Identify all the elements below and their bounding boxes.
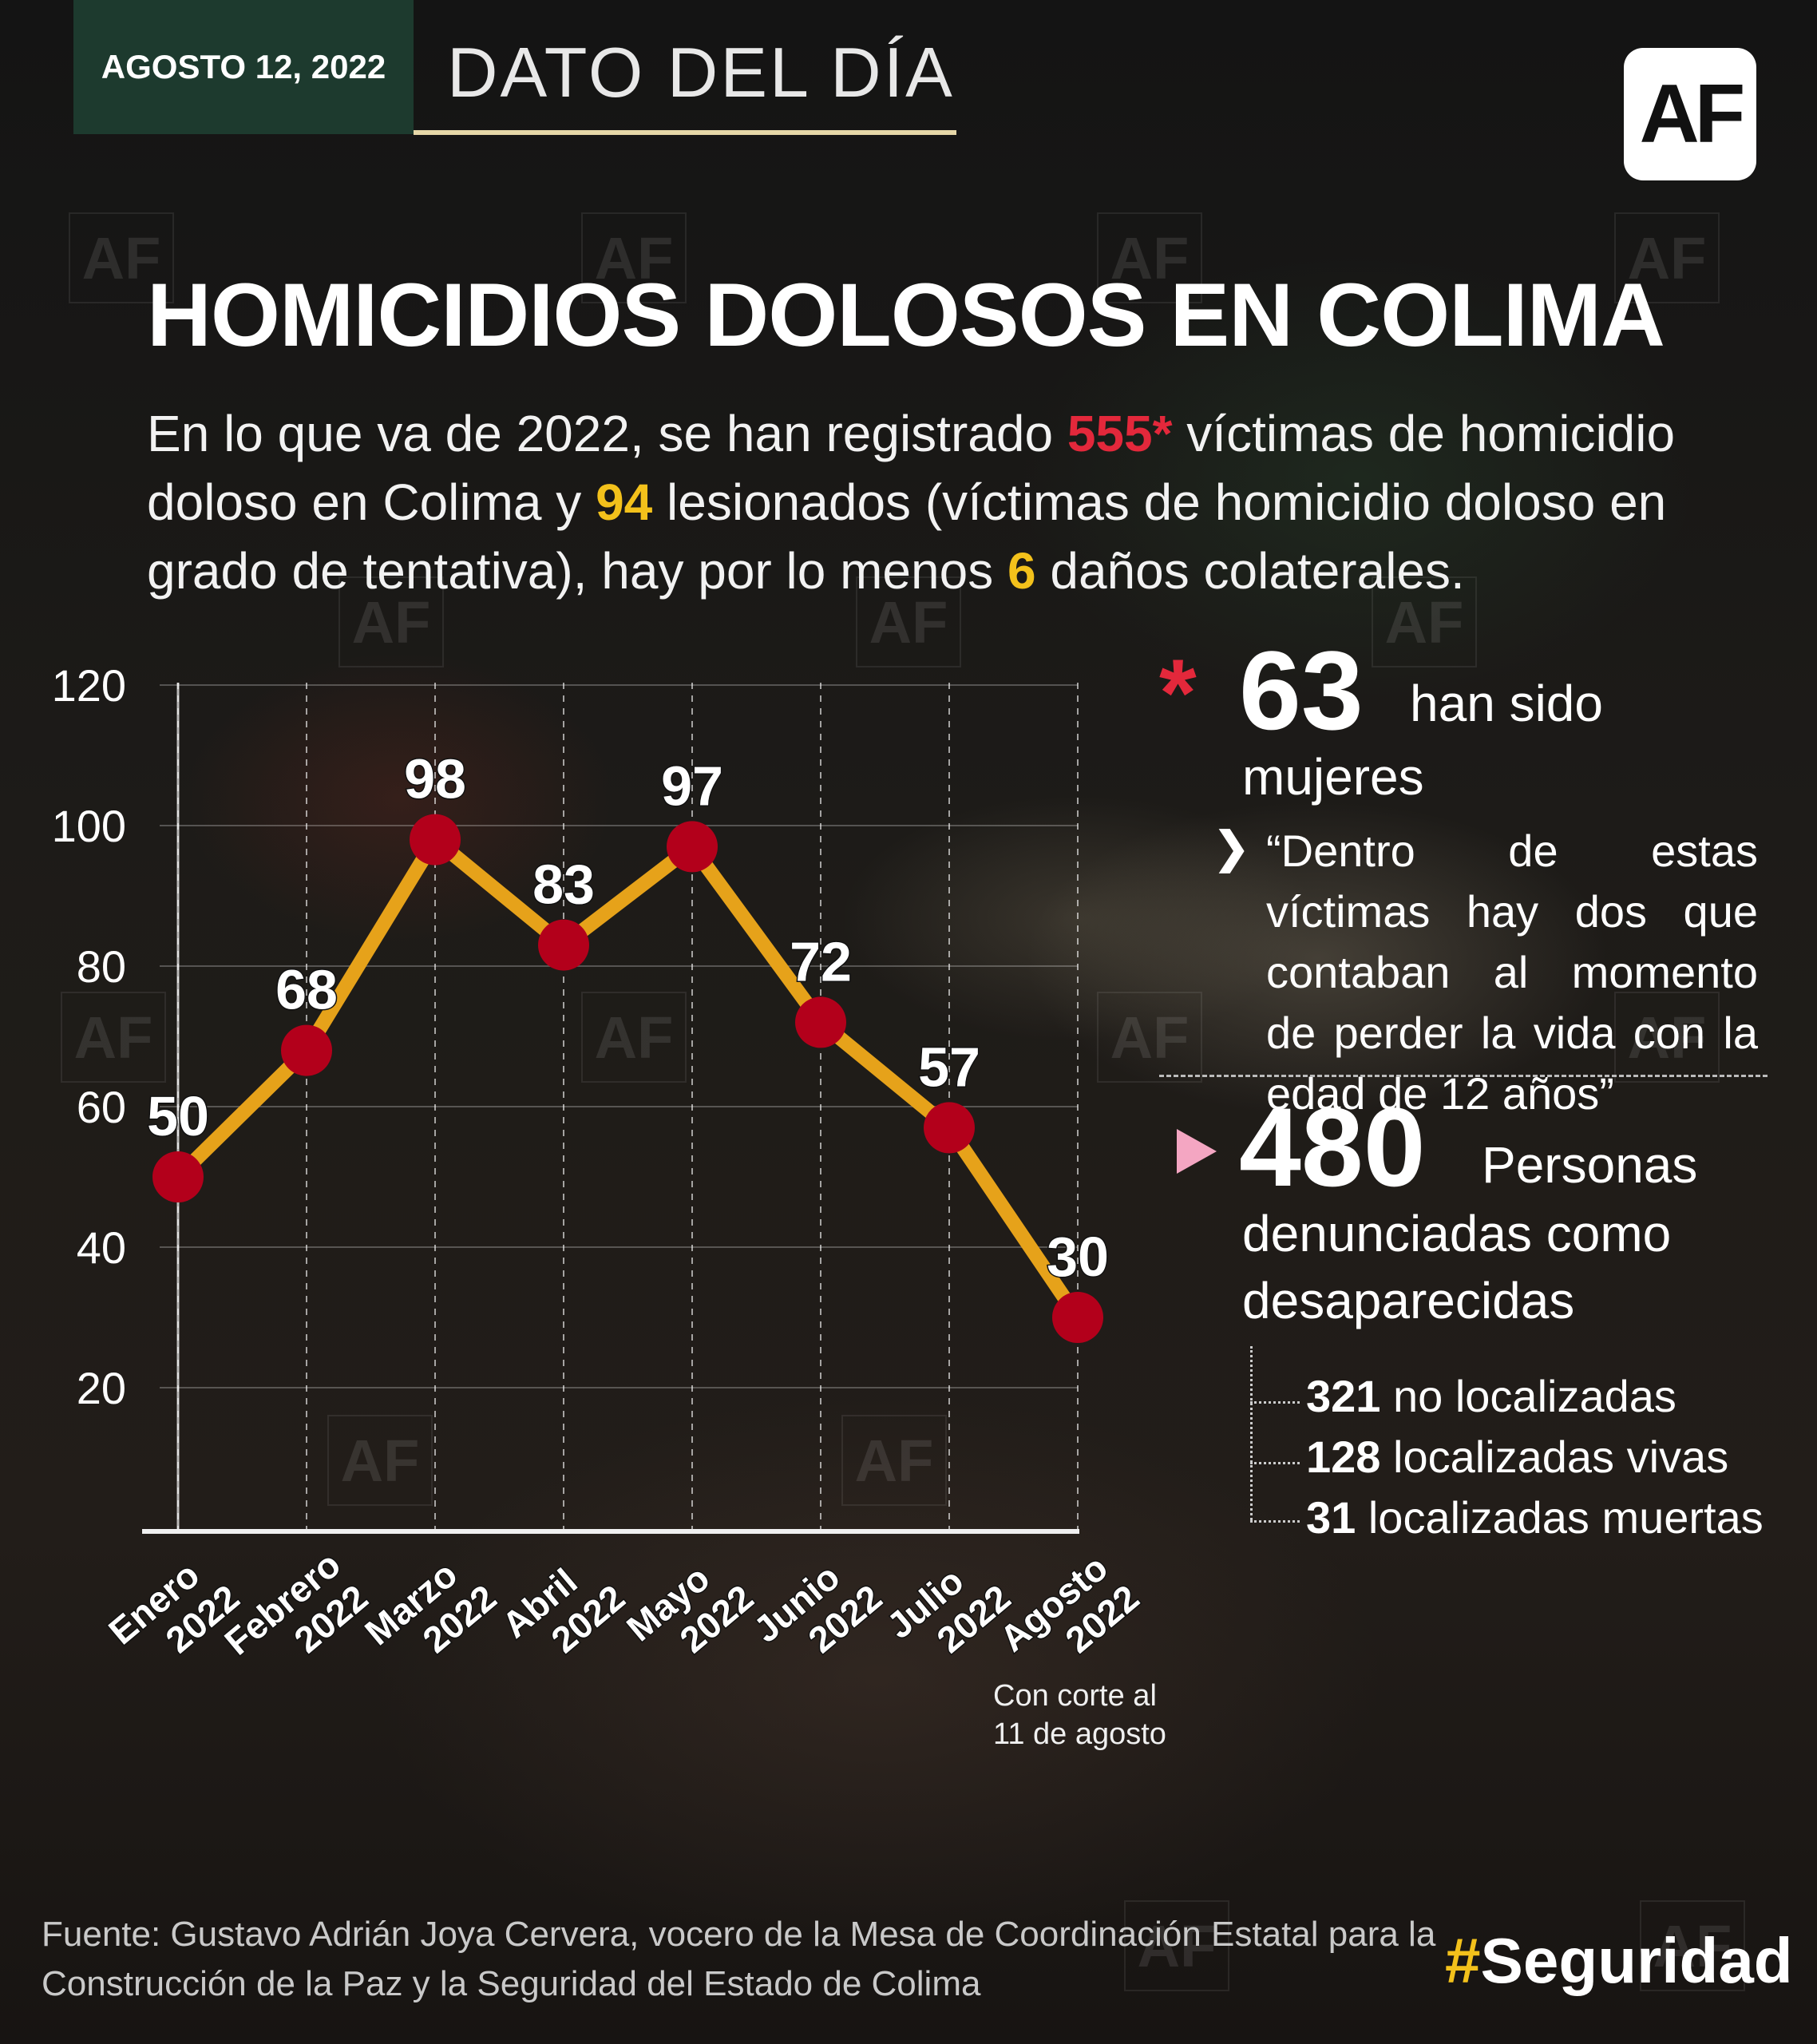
missing-item-number: 31 [1306, 1492, 1356, 1543]
chevron-right-icon: ❯ [1213, 824, 1250, 872]
intro-text: En lo que va de 2022, se han registrado [147, 405, 1067, 462]
data-point [795, 996, 846, 1048]
missing-item: 31 localizadas muertas [1306, 1491, 1764, 1543]
watermark-logo: AF [1372, 576, 1477, 667]
missing-item-label: no localizadas [1393, 1371, 1676, 1421]
collateral-number: 6 [1007, 542, 1036, 600]
missing-item-label: localizadas muertas [1368, 1492, 1764, 1543]
data-point [924, 1102, 975, 1154]
watermark-logo: AF [338, 576, 444, 667]
women-text-2: mujeres [1242, 748, 1424, 806]
intro-text: víctimas de homicidio doloso en Colima y [147, 405, 1676, 531]
hashtag-word: Seguridad [1480, 1925, 1793, 1996]
data-label: 97 [661, 755, 723, 817]
watermark-logo: AF [581, 992, 687, 1083]
x-tick-label: Marzo2022 [357, 1543, 504, 1686]
watermark-logo: AF [1097, 992, 1202, 1083]
bracket-line [1250, 1346, 1253, 1520]
hash-symbol: # [1445, 1925, 1481, 1996]
data-point [538, 919, 589, 971]
x-tick-label: Julio2022 [879, 1543, 1018, 1679]
watermark-logo: AF [1614, 212, 1720, 303]
victims-number: 555* [1067, 405, 1173, 462]
missing-item-number: 128 [1306, 1432, 1381, 1482]
intro-paragraph: En lo que va de 2022, se han registrado … [147, 399, 1712, 605]
data-label: 98 [404, 748, 466, 810]
watermark-logo: AF [1124, 1900, 1229, 1991]
y-tick-label: 100 [52, 801, 126, 851]
data-label: 72 [790, 930, 852, 992]
bracket-tick [1250, 1520, 1300, 1523]
data-label: 83 [532, 854, 595, 916]
data-point [152, 1151, 204, 1202]
x-tick-label: Junio2022 [746, 1543, 889, 1683]
main-title: HOMICIDIOS DOLOSOS EN COLIMA [147, 265, 1665, 365]
section-title: DATO DEL DÍA [447, 33, 955, 112]
asterisk-mark: * [1159, 640, 1197, 747]
y-tick-label: 120 [52, 660, 126, 711]
y-tick-label: 80 [77, 941, 126, 992]
missing-item-number: 321 [1306, 1371, 1381, 1421]
af-logo: AF [1624, 48, 1756, 180]
data-point [281, 1024, 332, 1076]
bracket-tick [1250, 1462, 1300, 1464]
missing-item-label: localizadas vivas [1393, 1432, 1729, 1482]
x-tick-label: Febrero2022 [216, 1543, 375, 1696]
data-point [410, 814, 461, 866]
watermark-logo: AF [581, 212, 687, 303]
cutoff-line-1: Con corte al [993, 1679, 1157, 1713]
data-label: 68 [275, 959, 338, 1021]
intro-text: lesionados (víctimas de homicidio doloso… [147, 473, 1667, 600]
intro-text: daños colaterales. [1035, 542, 1465, 600]
pink-triangle-icon [1177, 1129, 1217, 1174]
x-tick-label: Enero2022 [101, 1543, 247, 1686]
missing-item: 128 localizadas vivas [1306, 1431, 1728, 1483]
watermark-logo: AF [841, 1415, 947, 1506]
y-tick-label: 40 [77, 1222, 126, 1273]
watermark-logo: AF [1097, 212, 1202, 303]
watermark-logo: AF [856, 576, 961, 667]
watermark-logo: AF [1640, 1900, 1745, 1991]
data-point [1052, 1292, 1103, 1343]
watermark-logo: AF [69, 212, 174, 303]
y-tick-label: 60 [77, 1082, 126, 1132]
data-label: 57 [918, 1036, 980, 1098]
cutoff-note: Con corte al 11 de agosto [993, 1677, 1166, 1753]
x-tick-label: Abril2022 [494, 1543, 633, 1679]
bracket-tick [1250, 1401, 1300, 1404]
data-label: 50 [147, 1085, 209, 1147]
hashtag: #Seguridad [1445, 1924, 1793, 1998]
missing-text-1: Personas [1482, 1136, 1698, 1194]
cutoff-line-2: 11 de agosto [993, 1717, 1166, 1751]
watermark-logo: AF [61, 992, 166, 1083]
divider [1159, 1075, 1768, 1077]
missing-item: 321 no localizadas [1306, 1370, 1676, 1422]
watermark-logo: AF [1614, 992, 1720, 1083]
watermark-logo: AF [327, 1415, 433, 1506]
data-point [667, 821, 718, 873]
y-tick-label: 20 [77, 1363, 126, 1413]
injured-number: 94 [596, 473, 653, 531]
missing-text-2: denunciadas como [1242, 1205, 1672, 1262]
women-number: 63 [1239, 628, 1364, 753]
section-underline [414, 130, 956, 135]
source-text: Fuente: Gustavo Adrián Joya Cervera, voc… [42, 1915, 1436, 2003]
missing-text-3: desaparecidas [1242, 1272, 1575, 1329]
date-badge: AGOSTO 12, 2022 [73, 0, 414, 134]
women-quote: “Dentro de estas víctimas hay dos que co… [1266, 826, 1758, 1119]
x-tick-label: Mayo2022 [619, 1543, 761, 1682]
missing-number: 480 [1239, 1084, 1426, 1210]
series-line [171, 832, 1085, 1325]
x-tick-label: Agosto2022 [992, 1543, 1146, 1693]
women-text-1: han sido [1410, 675, 1603, 732]
data-label: 30 [1047, 1226, 1109, 1288]
